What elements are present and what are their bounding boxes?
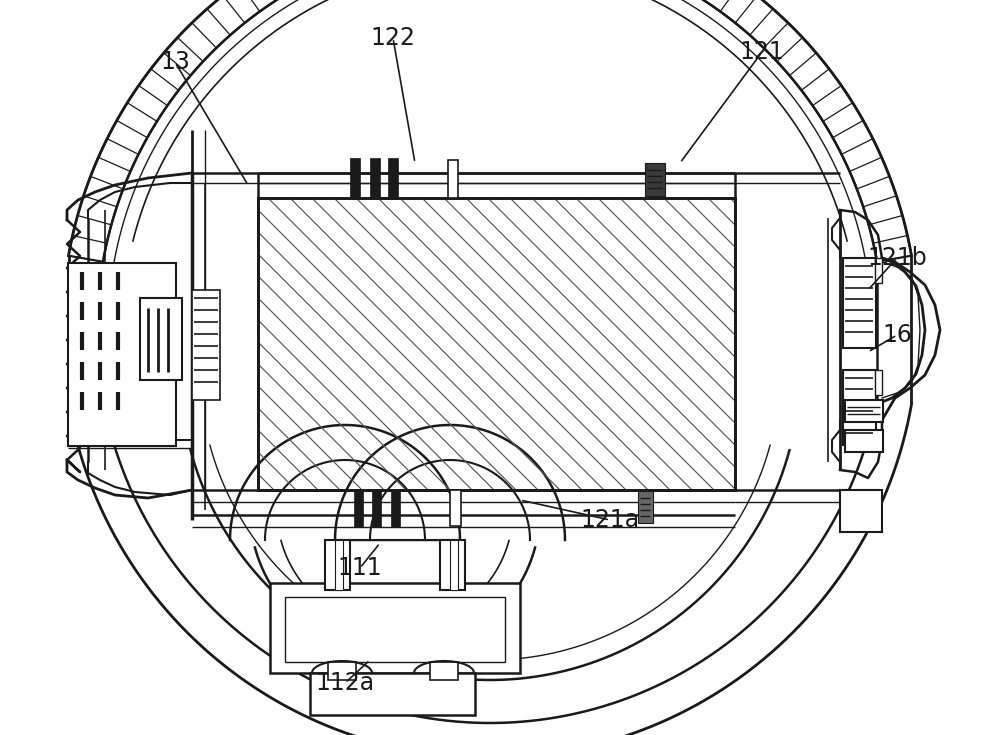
Text: 121b: 121b [867, 246, 927, 270]
Polygon shape [354, 490, 363, 527]
Polygon shape [448, 160, 458, 198]
Polygon shape [875, 258, 882, 283]
Polygon shape [350, 158, 360, 198]
Polygon shape [440, 540, 465, 590]
Polygon shape [391, 490, 400, 527]
Polygon shape [845, 430, 883, 452]
Polygon shape [450, 540, 458, 590]
Text: 112a: 112a [315, 671, 375, 695]
Polygon shape [845, 400, 883, 422]
Polygon shape [840, 490, 882, 532]
Polygon shape [645, 163, 665, 196]
Polygon shape [370, 158, 380, 198]
Polygon shape [430, 662, 458, 680]
Polygon shape [310, 673, 475, 715]
Polygon shape [875, 370, 882, 395]
Polygon shape [325, 540, 350, 590]
Polygon shape [270, 583, 520, 673]
Polygon shape [335, 540, 343, 590]
Polygon shape [69, 0, 911, 262]
Polygon shape [388, 158, 398, 198]
Text: 16: 16 [882, 323, 912, 347]
Polygon shape [372, 490, 381, 527]
Polygon shape [843, 258, 876, 348]
Polygon shape [843, 370, 876, 445]
Polygon shape [60, 85, 920, 575]
Text: 121a: 121a [580, 508, 640, 532]
Polygon shape [285, 597, 505, 662]
Polygon shape [328, 662, 356, 680]
Polygon shape [450, 490, 461, 526]
Polygon shape [68, 263, 176, 446]
Polygon shape [140, 298, 182, 380]
Text: 121: 121 [740, 40, 784, 64]
Polygon shape [258, 198, 735, 490]
Text: 111: 111 [338, 556, 382, 580]
Text: 122: 122 [371, 26, 415, 50]
Text: 13: 13 [160, 50, 190, 74]
Polygon shape [192, 290, 220, 400]
Polygon shape [638, 491, 653, 523]
